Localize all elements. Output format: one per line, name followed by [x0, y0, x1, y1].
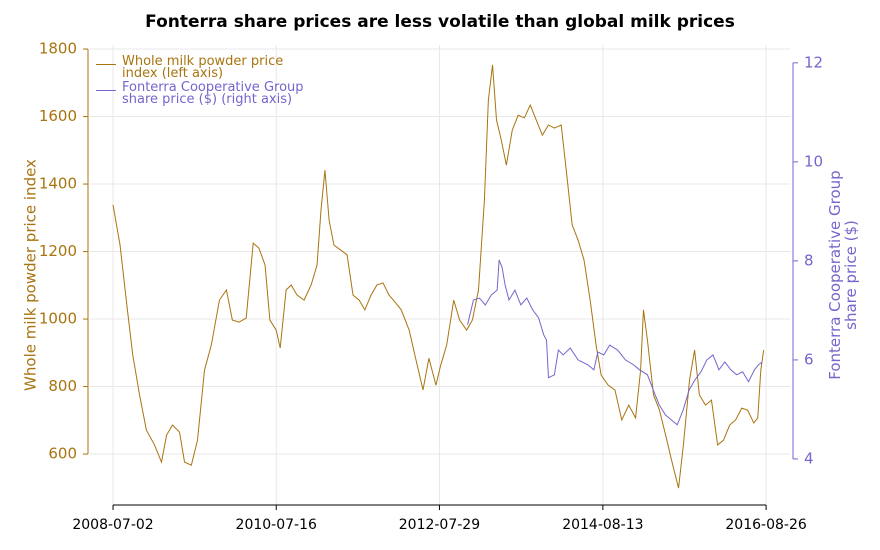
y2-tick-label: 8	[804, 251, 814, 269]
y-tick-label: 1800	[39, 40, 77, 58]
x-tick-label: 2016-08-26	[725, 517, 806, 533]
x-tick-label: 2014-08-13	[562, 517, 643, 533]
y2-tick-label: 10	[804, 152, 823, 170]
y-tick-label: 1200	[39, 242, 77, 260]
legend-swatch	[96, 90, 116, 91]
y2-tick-label: 4	[804, 449, 814, 467]
x-tick-label: 2008-07-02	[72, 517, 153, 533]
x-tick-label: 2010-07-16	[236, 517, 317, 533]
y-tick-label: 800	[48, 377, 77, 395]
legend-swatch	[96, 64, 116, 65]
y2-tick-label: 12	[804, 53, 823, 71]
y2-axis-label: Fonterra Cooperative Group share price (…	[826, 170, 860, 380]
x-tick-label: 2012-07-29	[399, 517, 480, 533]
chart-title: Fonterra share prices are less volatile …	[145, 12, 735, 32]
y-tick-label: 600	[48, 445, 77, 463]
data-line	[112, 64, 765, 489]
y-tick-label: 1000	[39, 310, 77, 328]
data-line	[467, 259, 763, 426]
y-tick-label: 1600	[39, 107, 77, 125]
y-axis-label: Whole milk powder price index	[22, 159, 40, 391]
y2-tick-label: 6	[804, 350, 814, 368]
legend-label: Fonterra Cooperative Group share price (…	[122, 80, 304, 107]
y-tick-label: 1400	[39, 175, 77, 193]
legend-label: Whole milk powder price index (left axis…	[122, 54, 284, 81]
legend: Whole milk powder price index (left axis…	[96, 54, 312, 108]
legend-entry: Whole milk powder price index (left axis…	[96, 54, 312, 81]
legend-entry: Fonterra Cooperative Group share price (…	[96, 80, 312, 107]
